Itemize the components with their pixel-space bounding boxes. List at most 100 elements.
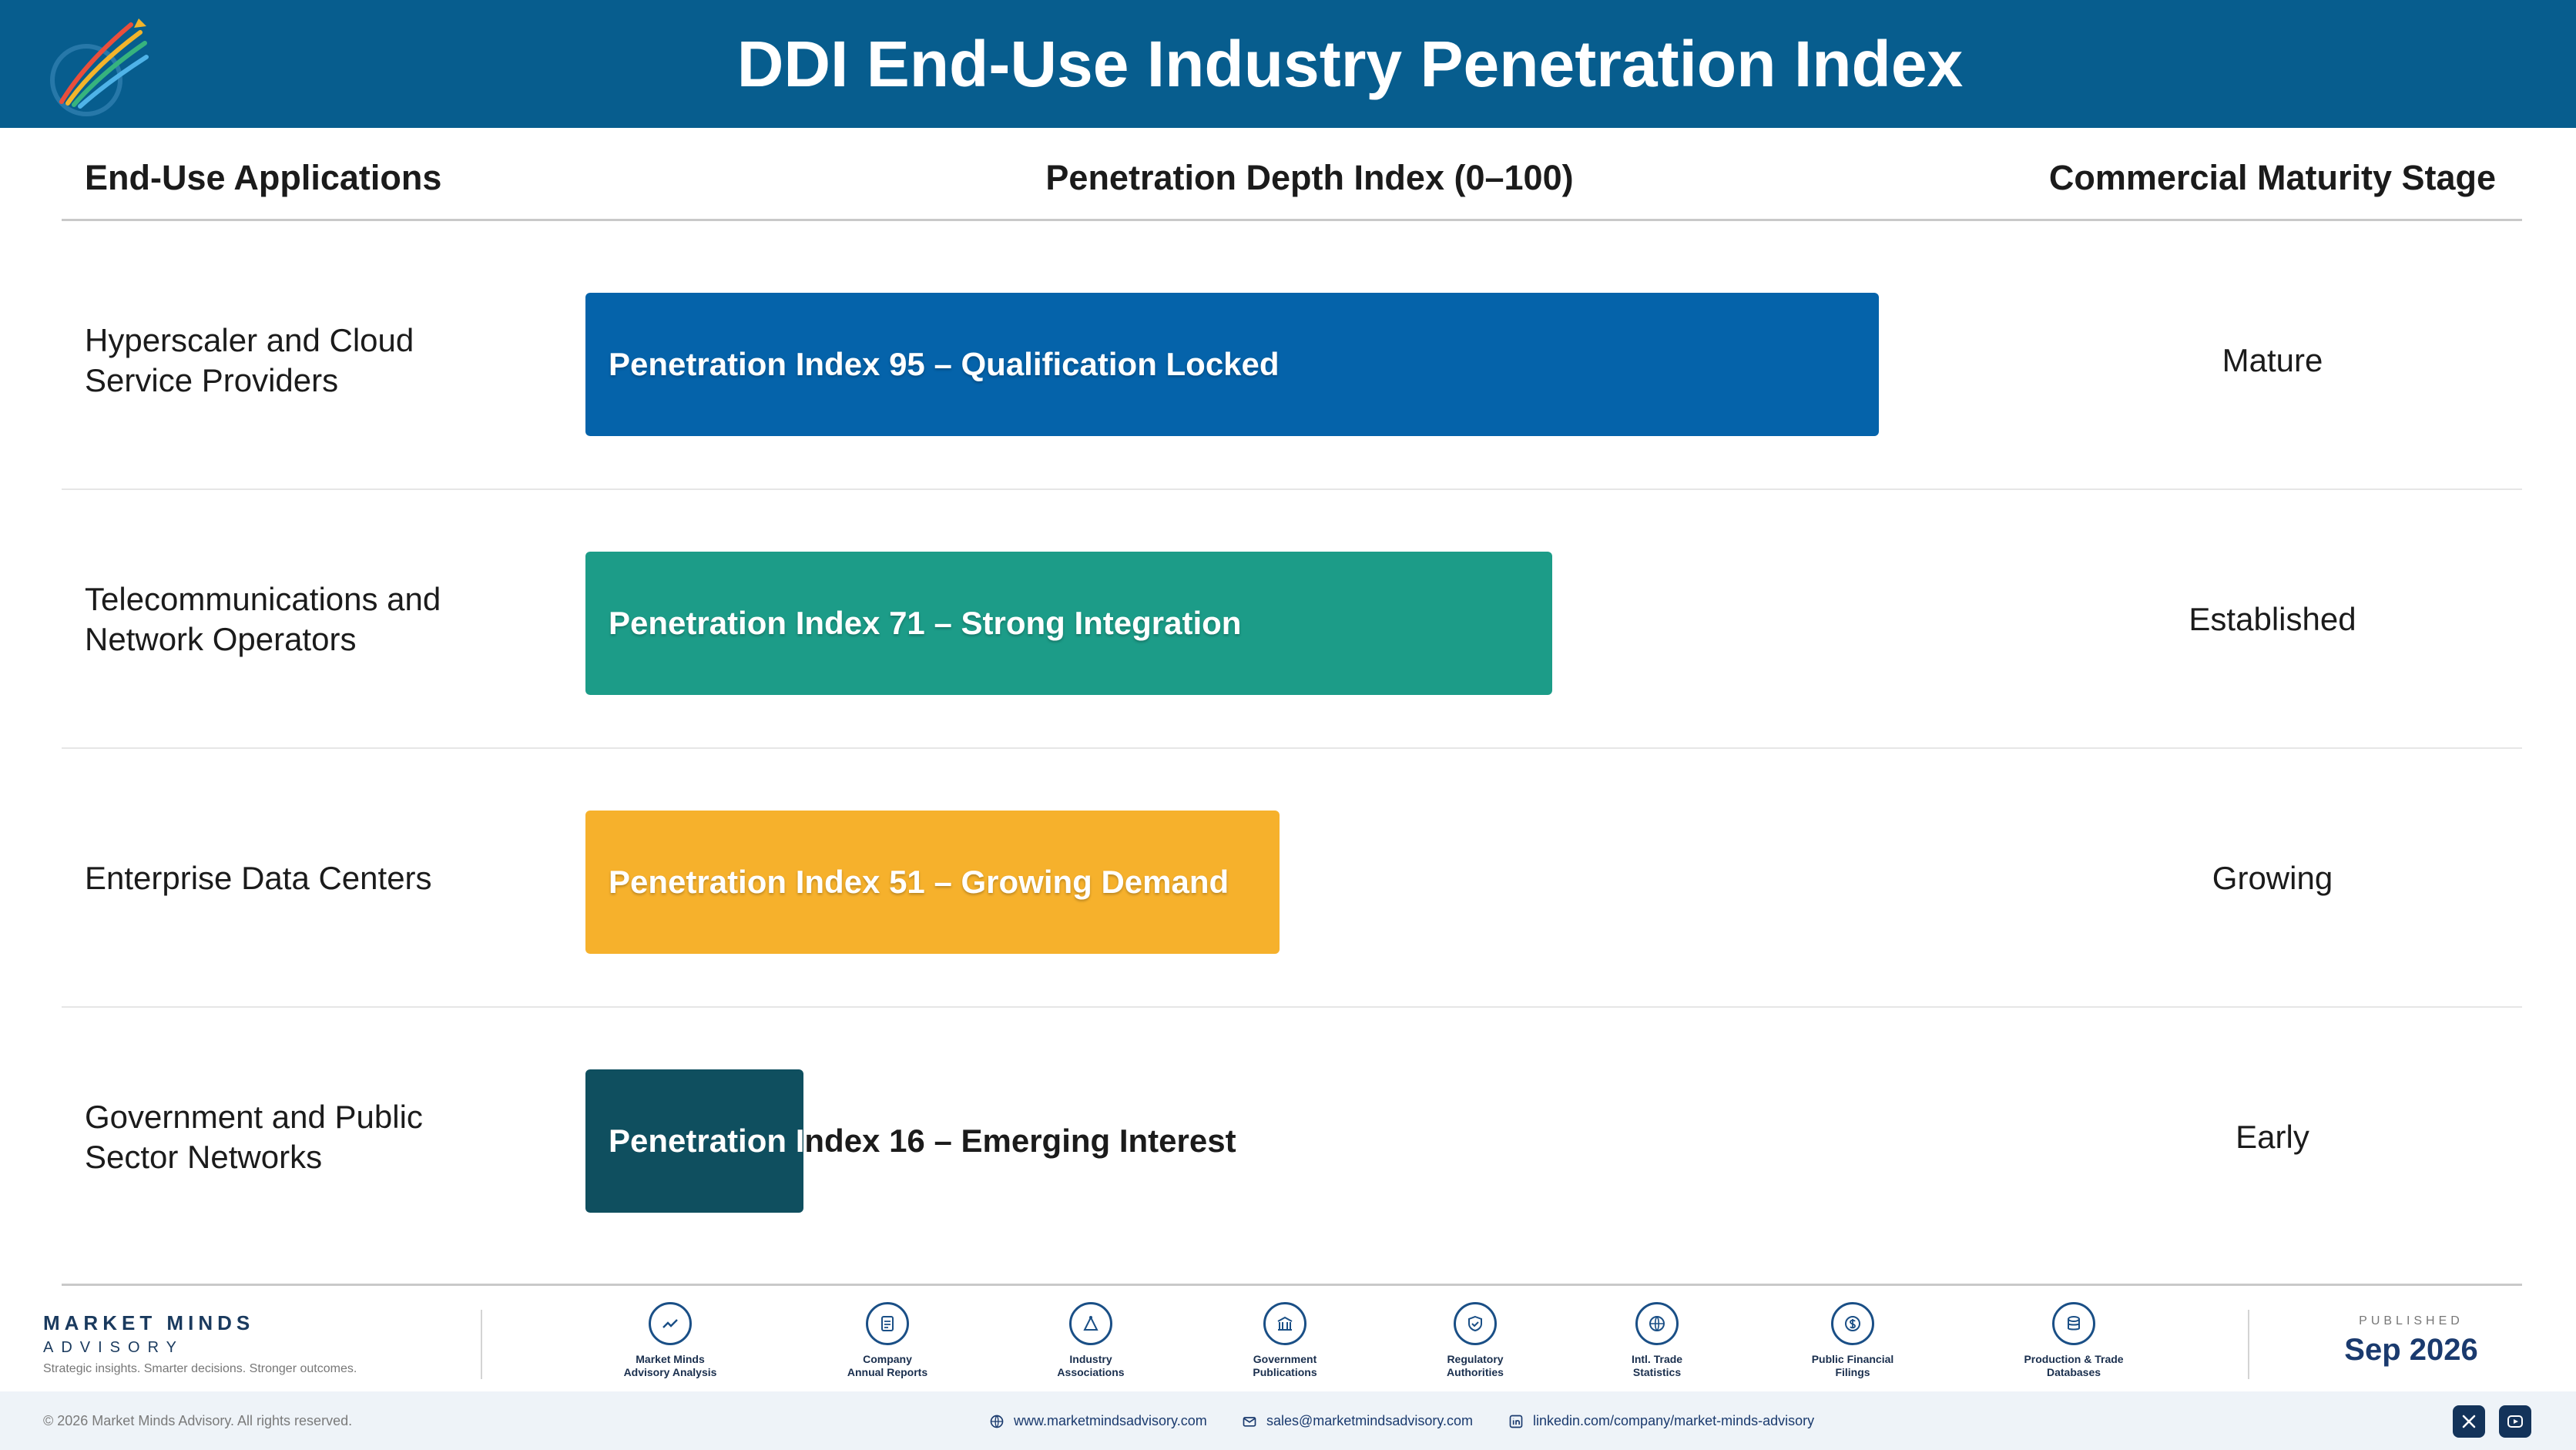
- brand-sub: ADVISORY: [43, 1339, 184, 1356]
- source-label-line1: Public Financial: [1811, 1353, 1894, 1365]
- bar-track: Penetration Index 71 – Strong Integratio…: [585, 552, 2034, 695]
- maturity-stage: Growing: [2212, 860, 2333, 896]
- source-label: Intl. Trade Statistics: [1580, 1353, 1734, 1379]
- database-icon: [2068, 1316, 2080, 1331]
- source-label: Company Annual Reports: [810, 1353, 964, 1379]
- linkedin-link[interactable]: linkedin.com/company/market-minds-adviso…: [1508, 1391, 1814, 1450]
- bar: [585, 552, 1552, 695]
- source-label-line1: Production & Trade: [2024, 1353, 2124, 1365]
- row-divider: [62, 488, 2522, 490]
- source-icon-badge: [1635, 1302, 1679, 1345]
- maturity-stage: Established: [2189, 601, 2356, 637]
- source-item: Regulatory Authorities: [1398, 1302, 1552, 1387]
- source-label-line2: Statistics: [1632, 1366, 1682, 1378]
- category-label: Hyperscaler and Cloud Service Providers: [85, 322, 414, 398]
- footer-divider: [62, 1284, 2522, 1286]
- maturity-stage: Mature: [2222, 342, 2323, 378]
- mail-icon: [1243, 1417, 1256, 1427]
- email-text: sales@marketmindsadvisory.com: [1266, 1413, 1474, 1428]
- category-label: Enterprise Data Centers: [85, 860, 432, 896]
- copyright-text: © 2026 Market Minds Advisory. All rights…: [43, 1413, 353, 1428]
- bar-data-label: Penetration Index 16 – Emerging Interest: [609, 1123, 1236, 1159]
- source-label-line2: Authorities: [1447, 1366, 1504, 1378]
- published-label: PUBLISHED: [2359, 1314, 2464, 1327]
- bar-track: Penetration Index 51 – Growing Demand: [585, 811, 2034, 954]
- shield-icon: [1468, 1315, 1482, 1332]
- source-icon-badge: [866, 1302, 909, 1345]
- source-label-line2: Associations: [1057, 1366, 1125, 1378]
- bar: [585, 811, 1280, 954]
- bar-track: Penetration Index 95 – Qualification Loc…: [585, 293, 2034, 436]
- chart-row: Enterprise Data Centers Penetration Index…: [62, 749, 2522, 1008]
- brand-tagline: Strategic insights. Smarter decisions. S…: [43, 1362, 357, 1375]
- brand-name: MARKET MINDS: [43, 1311, 255, 1334]
- email-link[interactable]: sales@marketmindsadvisory.com: [1242, 1391, 1473, 1450]
- category-label: Telecommunications and Network Operators: [85, 581, 441, 657]
- bar-data-label: Penetration Index 95 – Qualification Loc…: [609, 346, 1280, 382]
- source-icon-badge: [1263, 1302, 1306, 1345]
- bar-track: Penetration Index 16 – Emerging Interest…: [585, 1069, 2034, 1213]
- coin-icon: [1845, 1316, 1860, 1331]
- globe-icon: [990, 1415, 1004, 1428]
- footer-separator: [481, 1310, 482, 1379]
- header-divider: [62, 219, 2522, 221]
- trend-chart-icon: [662, 1319, 678, 1328]
- source-icon-badge: [1454, 1302, 1497, 1345]
- source-label: Market Minds Advisory Analysis: [593, 1353, 747, 1379]
- source-label: Regulatory Authorities: [1398, 1353, 1552, 1379]
- source-label: Production & Trade Databases: [1997, 1353, 2151, 1379]
- source-label-line2: Advisory Analysis: [623, 1366, 717, 1378]
- website-text: www.marketmindsadvisory.com: [1014, 1413, 1207, 1428]
- source-item: Market Minds Advisory Analysis: [593, 1302, 747, 1387]
- bar: [585, 293, 1879, 436]
- page-title: DDI End-Use Industry Penetration Index: [736, 28, 1964, 100]
- bar-data-label: Penetration Index 51 – Growing Demand: [609, 864, 1229, 900]
- youtube-social-button[interactable]: [2499, 1405, 2531, 1438]
- youtube-icon: [2507, 1415, 2523, 1428]
- document-icon: [881, 1316, 894, 1331]
- source-icon-badge: [2052, 1302, 2095, 1345]
- network-icon: [1083, 1315, 1098, 1331]
- column-header-stage: Commercial Maturity Stage: [2048, 158, 2497, 197]
- bar: [585, 1069, 803, 1213]
- x-logo-icon: [2462, 1415, 2476, 1428]
- source-label: Industry Associations: [1014, 1353, 1168, 1379]
- source-icon-badge: [1831, 1302, 1874, 1345]
- bottom-bar: © 2026 Market Minds Advisory. All rights…: [0, 1391, 2576, 1450]
- chart-row: Government and Public Sector Networks Pen…: [62, 1008, 2522, 1267]
- column-header-index: Penetration Depth Index (0–100): [1045, 158, 1574, 197]
- row-divider: [62, 747, 2522, 749]
- source-item: Public Financial Filings: [1776, 1302, 1930, 1387]
- column-header-applications: End-Use Applications: [85, 158, 442, 197]
- footer: MARKET MINDS ADVISORY Strategic insights…: [0, 1294, 2576, 1391]
- company-logo-icon: [50, 18, 149, 116]
- source-label-line2: Filings: [1835, 1366, 1870, 1378]
- maturity-stage: Early: [2236, 1119, 2309, 1155]
- bar-data-label: Penetration Index 71 – Strong Integratio…: [609, 605, 1242, 641]
- source-label-line1: Industry: [1069, 1353, 1112, 1365]
- linkedin-text: linkedin.com/company/market-minds-adviso…: [1533, 1413, 1815, 1428]
- source-label-line1: Market Minds: [636, 1353, 705, 1365]
- category-label: Government and Public Sector Networks: [85, 1099, 423, 1175]
- source-label-line2: Publications: [1253, 1366, 1317, 1378]
- published-date: Sep 2026: [2344, 1333, 2478, 1367]
- source-item: Government Publications: [1208, 1302, 1362, 1387]
- source-label-line1: Regulatory: [1447, 1353, 1504, 1365]
- footer-separator: [2248, 1310, 2249, 1379]
- source-icon-badge: [1069, 1302, 1112, 1345]
- source-item: Production & Trade Databases: [1997, 1302, 2151, 1387]
- source-label-line2: Databases: [2046, 1366, 2101, 1378]
- source-item: Industry Associations: [1014, 1302, 1168, 1387]
- source-label-line1: Company: [863, 1353, 912, 1365]
- source-item: Company Annual Reports: [810, 1302, 964, 1387]
- source-label: Public Financial Filings: [1776, 1353, 1930, 1379]
- website-link[interactable]: www.marketmindsadvisory.com: [989, 1391, 1207, 1450]
- source-label-line2: Annual Reports: [847, 1366, 928, 1378]
- header-band: DDI End-Use Industry Penetration Index: [0, 0, 2576, 128]
- row-divider: [62, 1006, 2522, 1008]
- linkedin-icon: [1509, 1415, 1523, 1428]
- x-social-button[interactable]: [2453, 1405, 2485, 1438]
- source-label: Government Publications: [1208, 1353, 1362, 1379]
- chart-row: Hyperscaler and Cloud Service Providers P…: [62, 231, 2522, 490]
